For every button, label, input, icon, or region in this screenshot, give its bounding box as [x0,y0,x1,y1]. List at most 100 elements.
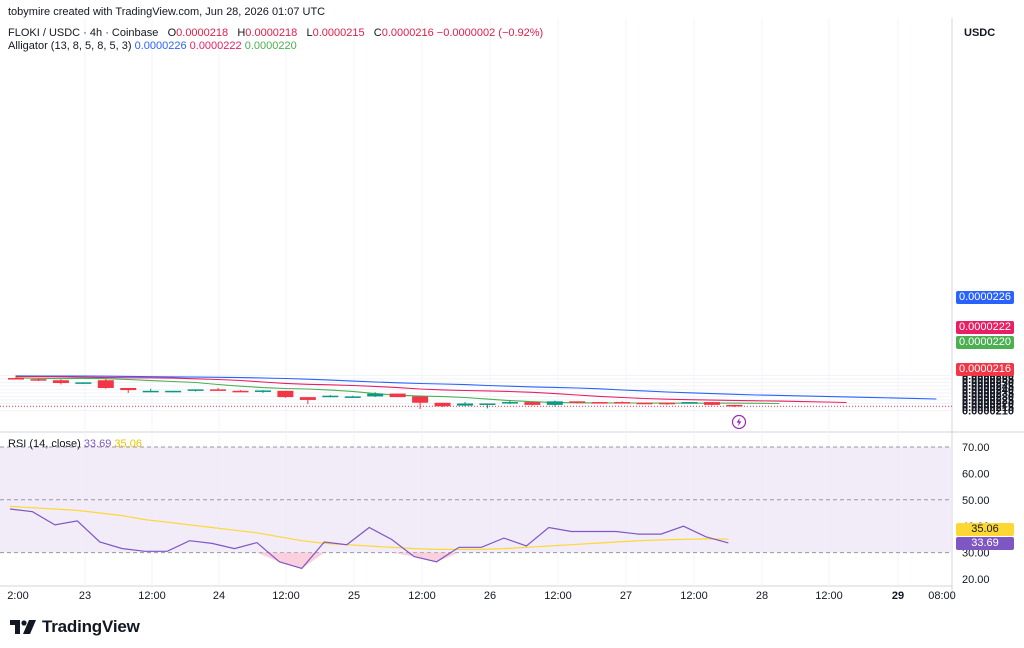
price-tick-label: 0.0000250 [962,377,1014,389]
jaw-badge: 0.0000226 [956,291,1014,304]
candle-up [187,389,204,391]
time-tick-label: 24 [213,590,225,602]
jaw-value: 0.0000226 [134,40,187,52]
candle-down [524,402,541,405]
rsi-tick-label: 70.00 [962,442,990,454]
time-tick-label: 12:00 [544,590,572,602]
candle-up [75,382,92,384]
symbol-label: FLOKI / USDC · 4h · Coinbase [8,27,159,39]
candle-up [142,390,159,393]
time-tick-label: 26 [484,590,496,602]
currency-label[interactable]: USDC [964,27,996,39]
candle-down [277,390,294,398]
candles [8,375,743,410]
lightning-icon[interactable] [731,414,747,430]
tradingview-logo-icon [10,620,36,634]
symbol-legend[interactable]: FLOKI / USDC · 4h · Coinbase O0.0000218 … [8,27,543,39]
time-tick-label: 25 [348,590,360,602]
candle-down [614,402,631,404]
candle-down [232,390,249,393]
time-tick-label: 28 [756,590,768,602]
candle-down [412,396,429,403]
rsi-tick-label: 30.00 [962,548,990,560]
teeth-value: 0.0000222 [189,40,242,52]
tradingview-logo: TradingView [10,617,140,637]
candle-down [636,402,653,405]
candle-up [546,401,563,405]
rsi-ma-value: 35.06 [114,438,142,450]
candle-up [681,402,698,404]
candle-down [434,402,451,407]
indicator-name: Alligator (13, 8, 5, 8, 5, 3) [8,40,132,52]
price-tick-label: 0.0000215 [962,402,1014,414]
ohlc-high: H0.0000218 [237,27,298,39]
candle-up [165,390,182,393]
candle-up [344,396,361,398]
time-tick-label: 12:00 [680,590,708,602]
candle-down [389,393,406,398]
candle-up [367,393,384,397]
rsi-tick-label: 60.00 [962,468,990,480]
rsi-tick-label: 20.00 [962,574,990,586]
indicator-legend[interactable]: Alligator (13, 8, 5, 8, 5, 3) 0.0000226 … [8,40,297,52]
last-price-badge: 0.0000216 [956,363,1014,376]
candle-down [210,389,227,391]
rsi-tick-label: 50.00 [962,495,990,507]
rsi-pane [0,446,952,570]
ohlc-open: O0.0000218 [167,27,229,39]
candle-up [501,402,518,404]
time-tick-label: 29 [892,590,904,602]
price-tick-label: 0.0000210 [962,406,1014,418]
candle-down [97,380,114,388]
candle-up [457,403,473,406]
time-tick-label: 12:00 [815,590,843,602]
price-tick-label: 0.0000245 [962,381,1014,393]
rsi-ma-badge: 35.06 [956,523,1014,536]
candle-up [322,395,339,398]
alligator-jaw-line [15,375,937,400]
lips-badge: 0.0000220 [956,336,1014,349]
rsi-ma-line [9,505,729,551]
rsi-legend[interactable]: RSI (14, close) 33.69 35.06 [8,438,142,450]
candle-down [726,404,743,407]
price-tick-label: 0.0000235 [962,388,1014,400]
price-tick-label: 0.0000230 [962,391,1014,403]
rsi-oversold-fill [279,552,302,569]
ohlc-close: C0.0000216 [373,27,434,39]
price-tick-label: 0.0000220 [962,398,1014,410]
rsi-oversold-fill [256,552,280,562]
time-tick-label: 08:00 [928,590,956,602]
time-tick-label: 23 [79,590,91,602]
time-tick-label: 12:00 [408,590,436,602]
lips-value: 0.0000220 [244,40,297,52]
time-tick-label: 2:00 [7,590,28,602]
candle-down [8,377,24,380]
time-tick-label: 12:00 [272,590,300,602]
candle-down [52,380,69,384]
price-tick-label: 0.0000240 [962,384,1014,396]
candle-down [30,379,47,381]
rsi-oversold-fill [301,552,325,569]
candle-down [591,402,608,404]
price-tick-label: 0.0000255 [962,374,1014,386]
time-tick-label: 12:00 [138,590,166,602]
tradingview-logo-text: TradingView [42,617,140,636]
rsi-value: 33.69 [83,438,112,450]
chart-credit: tobymire created with TradingView.com, J… [8,6,326,18]
candle-down [703,402,720,405]
rsi-oversold-fill [391,552,415,557]
time-tick-label: 27 [620,590,632,602]
candle-down [659,402,676,405]
candle-up [479,403,496,405]
rsi-badge: 33.69 [956,537,1014,550]
alligator-teeth-line [15,375,847,404]
candle-up [254,390,271,392]
candle-down [120,387,137,391]
rsi-line [9,508,729,570]
candle-down [299,397,316,400]
price-tick-label: 0.0000225 [962,395,1014,407]
price-change: −0.0000002 (−0.92%) [436,27,544,39]
ohlc-low: L0.0000215 [306,27,365,39]
candle-down [569,401,586,403]
